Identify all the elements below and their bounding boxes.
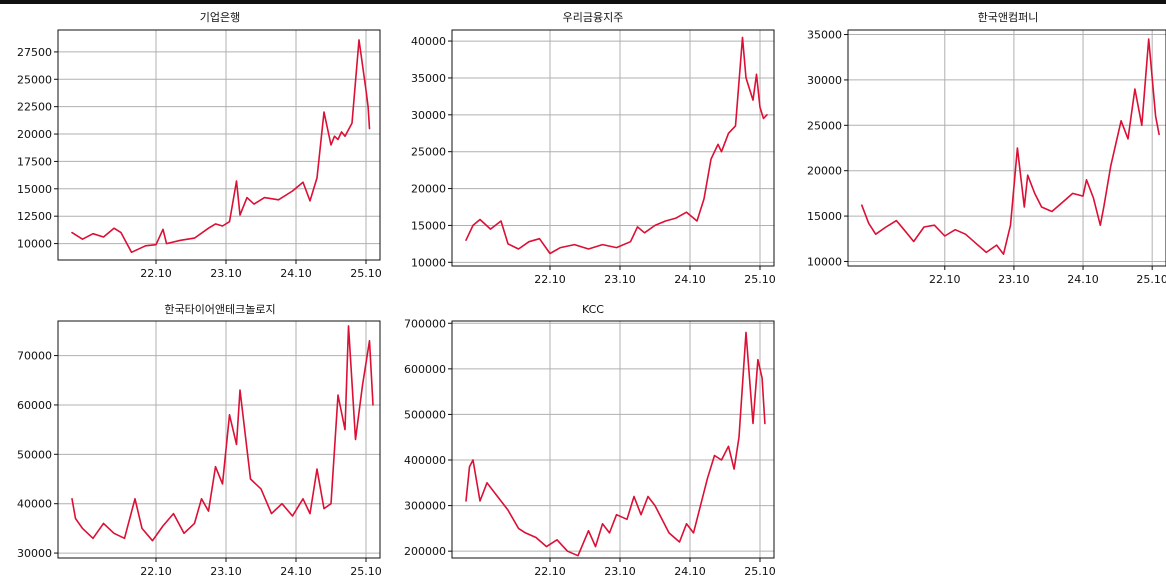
chart-panel-hankook-company: 한국앤컴퍼니 22.10 23.10 24.10 25.10 10000 15000 200… [807, 11, 1166, 286]
y-tick-label: 25000 [807, 119, 842, 132]
y-tick-label: 400000 [404, 454, 446, 467]
y-tick-label: 12500 [17, 210, 52, 223]
y-tick-label: 60000 [17, 399, 52, 412]
chart-title: 우리금융지주 [563, 11, 624, 24]
chart-panel-woori: 우리금융지주 22.10 23.10 24.10 25.10 10000 15000 200… [411, 11, 776, 286]
chart-title: 기업은행 [200, 11, 240, 24]
x-tick-label: 22.10 [534, 565, 566, 578]
y-tick-label: 22500 [17, 101, 52, 114]
y-tick-label: 30000 [807, 74, 842, 87]
x-tick-label: 22.10 [534, 273, 566, 286]
y-tick-label: 15000 [411, 219, 446, 232]
y-tick-label: 20000 [411, 183, 446, 196]
y-tick-label: 200000 [404, 545, 446, 558]
y-tick-label: 35000 [411, 72, 446, 85]
chart-title: 한국타이어앤테크놀로지 [164, 303, 275, 316]
x-tick-label: 25.10 [350, 565, 382, 578]
top-border [0, 0, 1166, 4]
y-tick-label: 600000 [404, 363, 446, 376]
y-tick-label: 70000 [17, 350, 52, 363]
chart-panel-kcc: KCC 22.10 23.10 24.10 25.10 200000 300000 4000… [404, 303, 776, 578]
y-tick-label: 35000 [807, 29, 842, 42]
y-tick-label: 17500 [17, 155, 52, 168]
chart-title: 한국앤컴퍼니 [978, 11, 1039, 24]
x-tick-label: 24.10 [280, 267, 312, 280]
price-series-line [71, 325, 374, 542]
y-tick-label: 40000 [411, 35, 446, 48]
chart-title: KCC [582, 303, 604, 316]
x-tick-label: 24.10 [1067, 273, 1099, 286]
x-tick-label: 25.10 [744, 273, 776, 286]
y-tick-label: 10000 [17, 238, 52, 251]
price-series-line [465, 331, 766, 557]
y-tick-label: 20000 [17, 128, 52, 141]
x-tick-label: 23.10 [210, 267, 242, 280]
y-tick-label: 10000 [411, 256, 446, 269]
y-tick-label: 700000 [404, 317, 446, 330]
y-tick-label: 20000 [807, 165, 842, 178]
price-series-line [71, 39, 371, 254]
y-tick-label: 500000 [404, 408, 446, 421]
x-tick-label: 24.10 [280, 565, 312, 578]
x-tick-label: 24.10 [674, 565, 706, 578]
plot-frame [451, 320, 775, 559]
y-tick-label: 25000 [411, 146, 446, 159]
y-tick-label: 25000 [17, 73, 52, 86]
y-tick-label: 10000 [807, 255, 842, 268]
y-tick-label: 50000 [17, 448, 52, 461]
x-tick-label: 25.10 [1136, 273, 1166, 286]
y-tick-label: 27500 [17, 46, 52, 59]
plot-frame [451, 29, 775, 267]
y-tick-label: 15000 [17, 183, 52, 196]
price-series-line [465, 36, 768, 255]
x-tick-label: 23.10 [604, 565, 636, 578]
x-tick-label: 23.10 [210, 565, 242, 578]
x-tick-label: 23.10 [998, 273, 1030, 286]
x-tick-label: 22.10 [929, 273, 961, 286]
plot-frame [847, 29, 1166, 267]
y-tick-label: 15000 [807, 210, 842, 223]
x-tick-label: 25.10 [744, 565, 776, 578]
plot-frame [57, 320, 381, 559]
y-tick-label: 300000 [404, 500, 446, 513]
y-tick-label: 30000 [17, 547, 52, 560]
x-tick-label: 22.10 [140, 565, 172, 578]
chart-panel-ibk: 기업은행 22.10 23.10 24.10 25.10 10000 12500 15000… [17, 11, 382, 280]
x-tick-label: 23.10 [604, 273, 636, 286]
y-tick-label: 40000 [17, 498, 52, 511]
chart-panel-hankook-tire: 한국타이어앤테크놀로지 22.10 23.10 24.10 25.10 30000 400… [17, 303, 382, 578]
plot-frame [57, 29, 381, 261]
y-tick-label: 30000 [411, 109, 446, 122]
price-series-line [860, 38, 1160, 255]
x-tick-label: 24.10 [674, 273, 706, 286]
x-tick-label: 25.10 [350, 267, 382, 280]
x-tick-label: 22.10 [140, 267, 172, 280]
